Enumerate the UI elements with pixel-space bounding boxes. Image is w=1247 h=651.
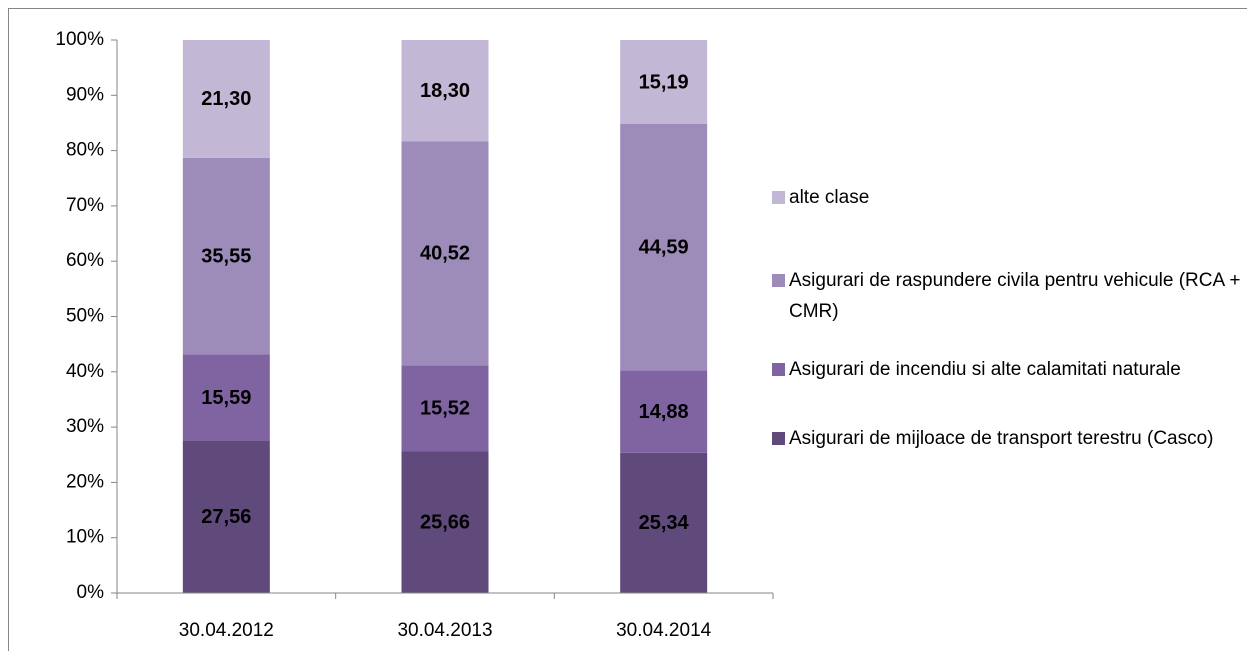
data-label: 14,88 bbox=[639, 401, 689, 423]
chart-border bbox=[8, 8, 1247, 651]
bar-segment bbox=[401, 141, 489, 366]
y-tick-label: 80% bbox=[66, 140, 104, 161]
bar-segment bbox=[620, 124, 708, 371]
legend-entry: Asigurari de incendiu si alte calamitati… bbox=[772, 354, 1242, 385]
bar-segment bbox=[182, 40, 270, 158]
legend-entry: alte clase bbox=[772, 182, 1242, 213]
y-tick-label: 20% bbox=[66, 471, 104, 492]
legend-label: alte clase bbox=[789, 187, 870, 208]
legend-swatch bbox=[772, 432, 785, 445]
data-label: 18,30 bbox=[420, 80, 470, 102]
data-label: 15,52 bbox=[420, 397, 470, 419]
y-tick-label: 40% bbox=[66, 361, 104, 382]
y-tick-label: 0% bbox=[77, 582, 105, 603]
data-label: 40,52 bbox=[420, 243, 470, 265]
y-tick-label: 100% bbox=[55, 29, 104, 50]
bar-segment bbox=[620, 40, 708, 125]
bar-segment bbox=[182, 354, 270, 441]
data-label: 21,30 bbox=[201, 88, 251, 110]
data-label: 27,56 bbox=[201, 506, 251, 528]
y-tick-label: 90% bbox=[66, 84, 104, 105]
legend-entry: Asigurari de mijloace de transport teres… bbox=[772, 423, 1242, 454]
y-tick-label: 30% bbox=[66, 416, 104, 437]
x-tick-label: 30.04.2012 bbox=[179, 620, 274, 641]
bar-segment bbox=[401, 451, 489, 593]
legend-label: Asigurari de raspundere civila pentru ve… bbox=[789, 270, 1241, 322]
legend-label: Asigurari de incendiu si alte calamitati… bbox=[789, 359, 1181, 380]
bar-segment bbox=[620, 452, 708, 593]
data-label: 35,55 bbox=[201, 245, 251, 267]
y-tick-label: 70% bbox=[66, 195, 104, 216]
data-label: 44,59 bbox=[639, 237, 689, 259]
legend-entry: Asigurari de raspundere civila pentru ve… bbox=[772, 265, 1242, 327]
x-tick-label: 30.04.2014 bbox=[616, 620, 712, 641]
x-tick-label: 30.04.2013 bbox=[397, 620, 492, 641]
bar-segment bbox=[401, 365, 489, 452]
legend-swatch bbox=[772, 191, 785, 204]
y-tick-label: 60% bbox=[66, 250, 104, 271]
data-label: 25,66 bbox=[420, 511, 470, 533]
data-label: 15,19 bbox=[639, 71, 689, 93]
data-label: 15,59 bbox=[201, 387, 251, 409]
y-tick-label: 50% bbox=[66, 306, 104, 327]
bar-segment bbox=[401, 40, 489, 142]
legend-swatch bbox=[772, 274, 785, 287]
y-tick-label: 10% bbox=[66, 527, 104, 548]
data-label: 25,34 bbox=[639, 512, 690, 534]
bar-segment bbox=[620, 370, 708, 453]
legend-swatch bbox=[772, 363, 785, 376]
legend-label: Asigurari de mijloace de transport teres… bbox=[789, 428, 1214, 449]
bar-segment bbox=[182, 157, 270, 355]
bar-segment bbox=[182, 440, 270, 593]
